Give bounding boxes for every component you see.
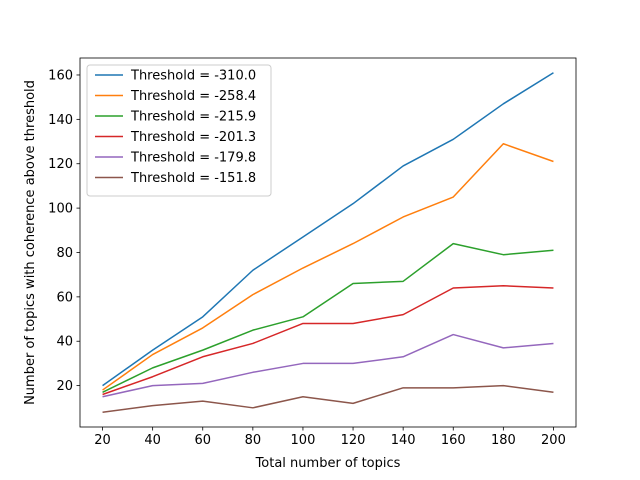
x-tick-label: 160 bbox=[441, 433, 466, 448]
legend-label-4: Threshold = -201.3 bbox=[130, 130, 256, 145]
series-line-2 bbox=[102, 143, 554, 391]
x-tick-label: 140 bbox=[391, 433, 416, 448]
x-tick-label: 180 bbox=[491, 433, 516, 448]
axes: 20 40 60 80 100 120 140 160 180 200 20 40 60 80 100 120… bbox=[48, 57, 577, 448]
x-tick-label: 20 bbox=[94, 433, 111, 448]
series-line-4 bbox=[102, 285, 554, 396]
x-tick-label: 60 bbox=[194, 433, 211, 448]
x-tick-label: 80 bbox=[245, 433, 262, 448]
y-tick-label: 140 bbox=[48, 113, 73, 128]
x-tick-label: 100 bbox=[291, 433, 316, 448]
series-line-3 bbox=[102, 242, 554, 393]
legend-label-6: Threshold = -151.8 bbox=[130, 171, 256, 186]
series-line-6 bbox=[102, 384, 554, 413]
y-tick-label: 60 bbox=[56, 290, 73, 305]
legend-label-2: Threshold = -258.4 bbox=[130, 89, 256, 104]
x-axis-label: Total number of topics bbox=[255, 456, 401, 471]
y-axis-label: Number of topics with coherence above th… bbox=[23, 80, 38, 405]
y-tick-label: 40 bbox=[56, 335, 73, 350]
legend-label-5: Threshold = -179.8 bbox=[130, 151, 256, 166]
y-tick-label: 80 bbox=[56, 246, 73, 261]
legend-label-1: Threshold = -310.0 bbox=[130, 69, 256, 84]
x-tick-label: 200 bbox=[541, 433, 566, 448]
series-line-1 bbox=[102, 72, 554, 387]
axes-frame bbox=[79, 57, 577, 428]
y-tick-label: 100 bbox=[48, 202, 73, 217]
legend-box bbox=[86, 64, 272, 197]
y-tick-label: 120 bbox=[48, 157, 73, 172]
plot-area bbox=[102, 72, 554, 413]
y-tick-label: 160 bbox=[48, 68, 73, 83]
x-tick-label: 40 bbox=[144, 433, 161, 448]
x-tick-label: 120 bbox=[341, 433, 366, 448]
series-line-5 bbox=[102, 333, 554, 398]
legend: Threshold = -310.0 Threshold = -258.4 Thre… bbox=[86, 64, 272, 197]
y-tick-label: 20 bbox=[56, 379, 73, 394]
legend-label-3: Threshold = -215.9 bbox=[130, 110, 256, 125]
